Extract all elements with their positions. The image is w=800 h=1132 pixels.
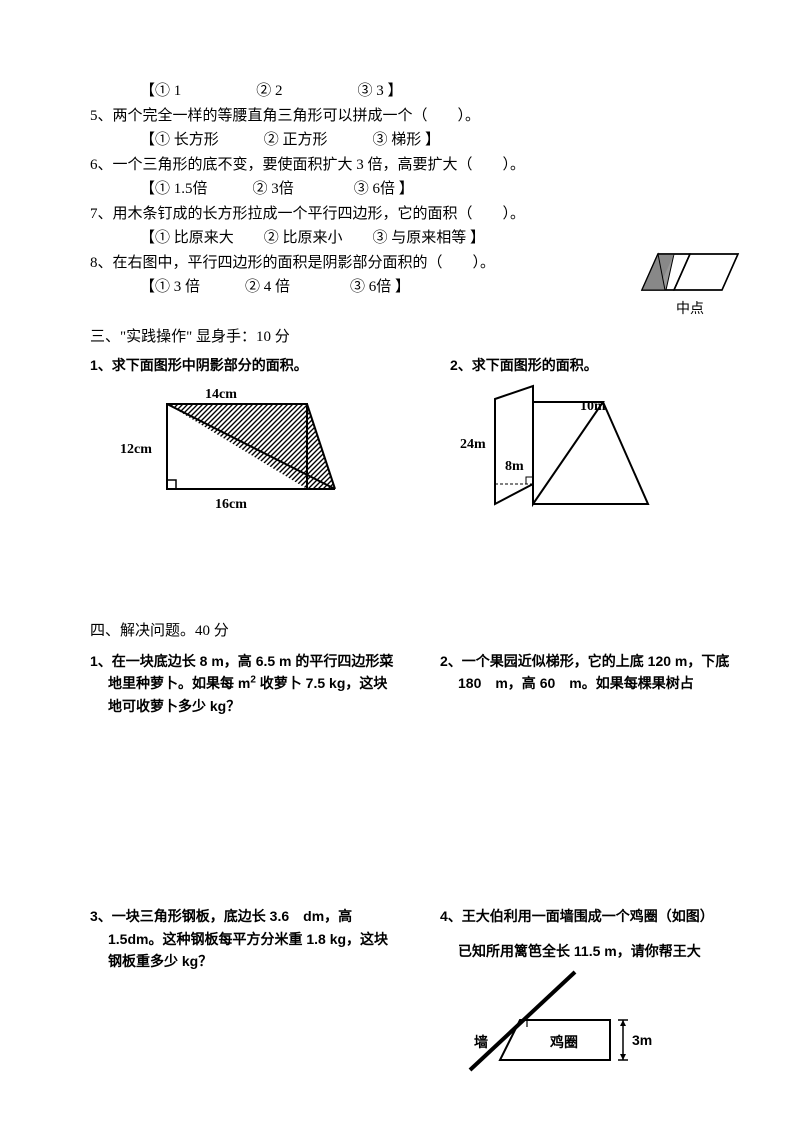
q7-text: 7、用木条钉成的长方形拉成一个平行四边形，它的面积（ ）。 xyxy=(90,203,750,226)
fig4-3m-label: 3m xyxy=(632,1030,652,1051)
fig4-wall-label: 墙 xyxy=(474,1032,488,1053)
sec3-q2-title: 2、求下面图形的面积。 xyxy=(450,355,750,376)
q6-options: 【① 1.5倍 ② 3倍 ③ 6倍 】 xyxy=(90,178,750,201)
q8-options: 【① 3 倍 ② 4 倍 ③ 6倍 】 xyxy=(90,276,630,299)
fig1-dim-12: 12cm xyxy=(120,439,152,460)
sec4-q4a: 4、王大伯利用一面墙围成一个鸡圈（如图） xyxy=(440,905,750,927)
q4-options: 【① 1 ② 2 ③ 3 】 xyxy=(90,80,750,103)
fig1-shape-icon xyxy=(165,402,345,502)
q8-parallelogram-icon xyxy=(640,252,740,294)
fig4-chicken-coop: 墙 鸡圈 3m xyxy=(460,970,660,1080)
fig4-shape-icon xyxy=(460,970,660,1080)
sec4-q2: 2、一个果园近似梯形，它的上底 120 m，下底 180 m，高 60 m。如果… xyxy=(440,650,750,695)
q5-options: 【① 长方形 ② 正方形 ③ 梯形 】 xyxy=(90,129,750,152)
q8-text: 8、在右图中，平行四边形的面积是阴影部分面积的（ ）。 xyxy=(90,252,630,275)
sec3-q1-title: 1、求下面图形中阴影部分的面积。 xyxy=(90,355,390,376)
fig4-chicken-label: 鸡圈 xyxy=(550,1032,578,1053)
fig2-dim-24: 24m xyxy=(460,434,486,455)
q7-options: 【① 比原来大 ② 比原来小 ③ 与原来相等 】 xyxy=(90,227,750,250)
sec4-q1: 1、在一块底边长 8 m，高 6.5 m 的平行四边形菜地里种萝卜。如果每 m2… xyxy=(90,650,400,717)
q8-midpoint-label: 中点 xyxy=(630,299,750,320)
q5-text: 5、两个完全一样的等腰直角三角形可以拼成一个（ ）。 xyxy=(90,105,750,128)
section-3-title: 三、"实践操作" 显身手：10 分 xyxy=(90,326,750,349)
sec4-q3: 3、一块三角形钢板，底边长 3.6 dm，高 1.5dm。这种钢板每平方分米重 … xyxy=(90,905,400,972)
section-4-title: 四、解决问题。40 分 xyxy=(90,620,750,643)
fig2-shape-icon xyxy=(493,384,663,524)
q6-text: 6、一个三角形的底不变，要使面积扩大 3 倍，高要扩大（ ）。 xyxy=(90,154,750,177)
sec4-q4b: 已知所用篱笆全长 11.5 m，请你帮王大 xyxy=(440,940,750,962)
